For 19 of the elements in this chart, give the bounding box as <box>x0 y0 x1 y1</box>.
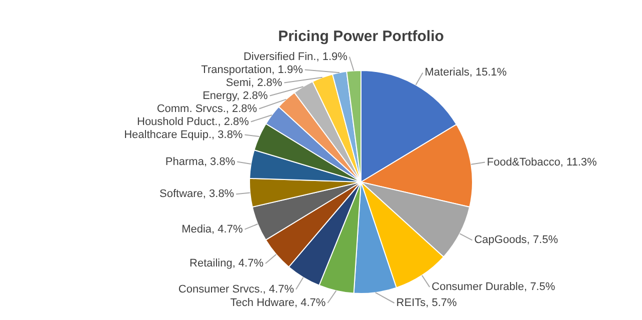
slice-label: Tech Hdware, 4.7% <box>230 297 326 310</box>
slice-label: Houshold Pduct., 2.8% <box>136 116 250 128</box>
slice-label: Consumer Srvcs., 4.7% <box>178 283 294 296</box>
slice-label: Semi, 2.8% <box>226 76 282 89</box>
slice-label: REITs, 5.7% <box>396 297 458 310</box>
slice-label: Consumer Durable, 7.5% <box>432 281 556 294</box>
slice-label: Energy, 2.8% <box>202 90 268 102</box>
slice-label: CapGoods, 7.5% <box>474 234 558 246</box>
slice-label: Transportation, 1.9% <box>201 64 304 76</box>
slice-label: Software, 3.8% <box>159 188 234 200</box>
slice-label: Materials, 15.1% <box>424 66 507 79</box>
slice-label: Diversified Fin., 1.9% <box>243 50 348 63</box>
slice-label: Food&Tobacco, 11.3% <box>486 156 598 168</box>
slice-label: Media, 4.7% <box>182 223 243 236</box>
slice-label: Retailing, 4.7% <box>190 257 264 270</box>
slice-label: Healthcare Equip., 3.8% <box>124 128 243 141</box>
slice-label: Comm. Srvcs., 2.8% <box>156 102 258 115</box>
slice-label: Pharma, 3.8% <box>165 156 236 168</box>
chart-title: Pricing Power Portfolio <box>278 28 444 46</box>
